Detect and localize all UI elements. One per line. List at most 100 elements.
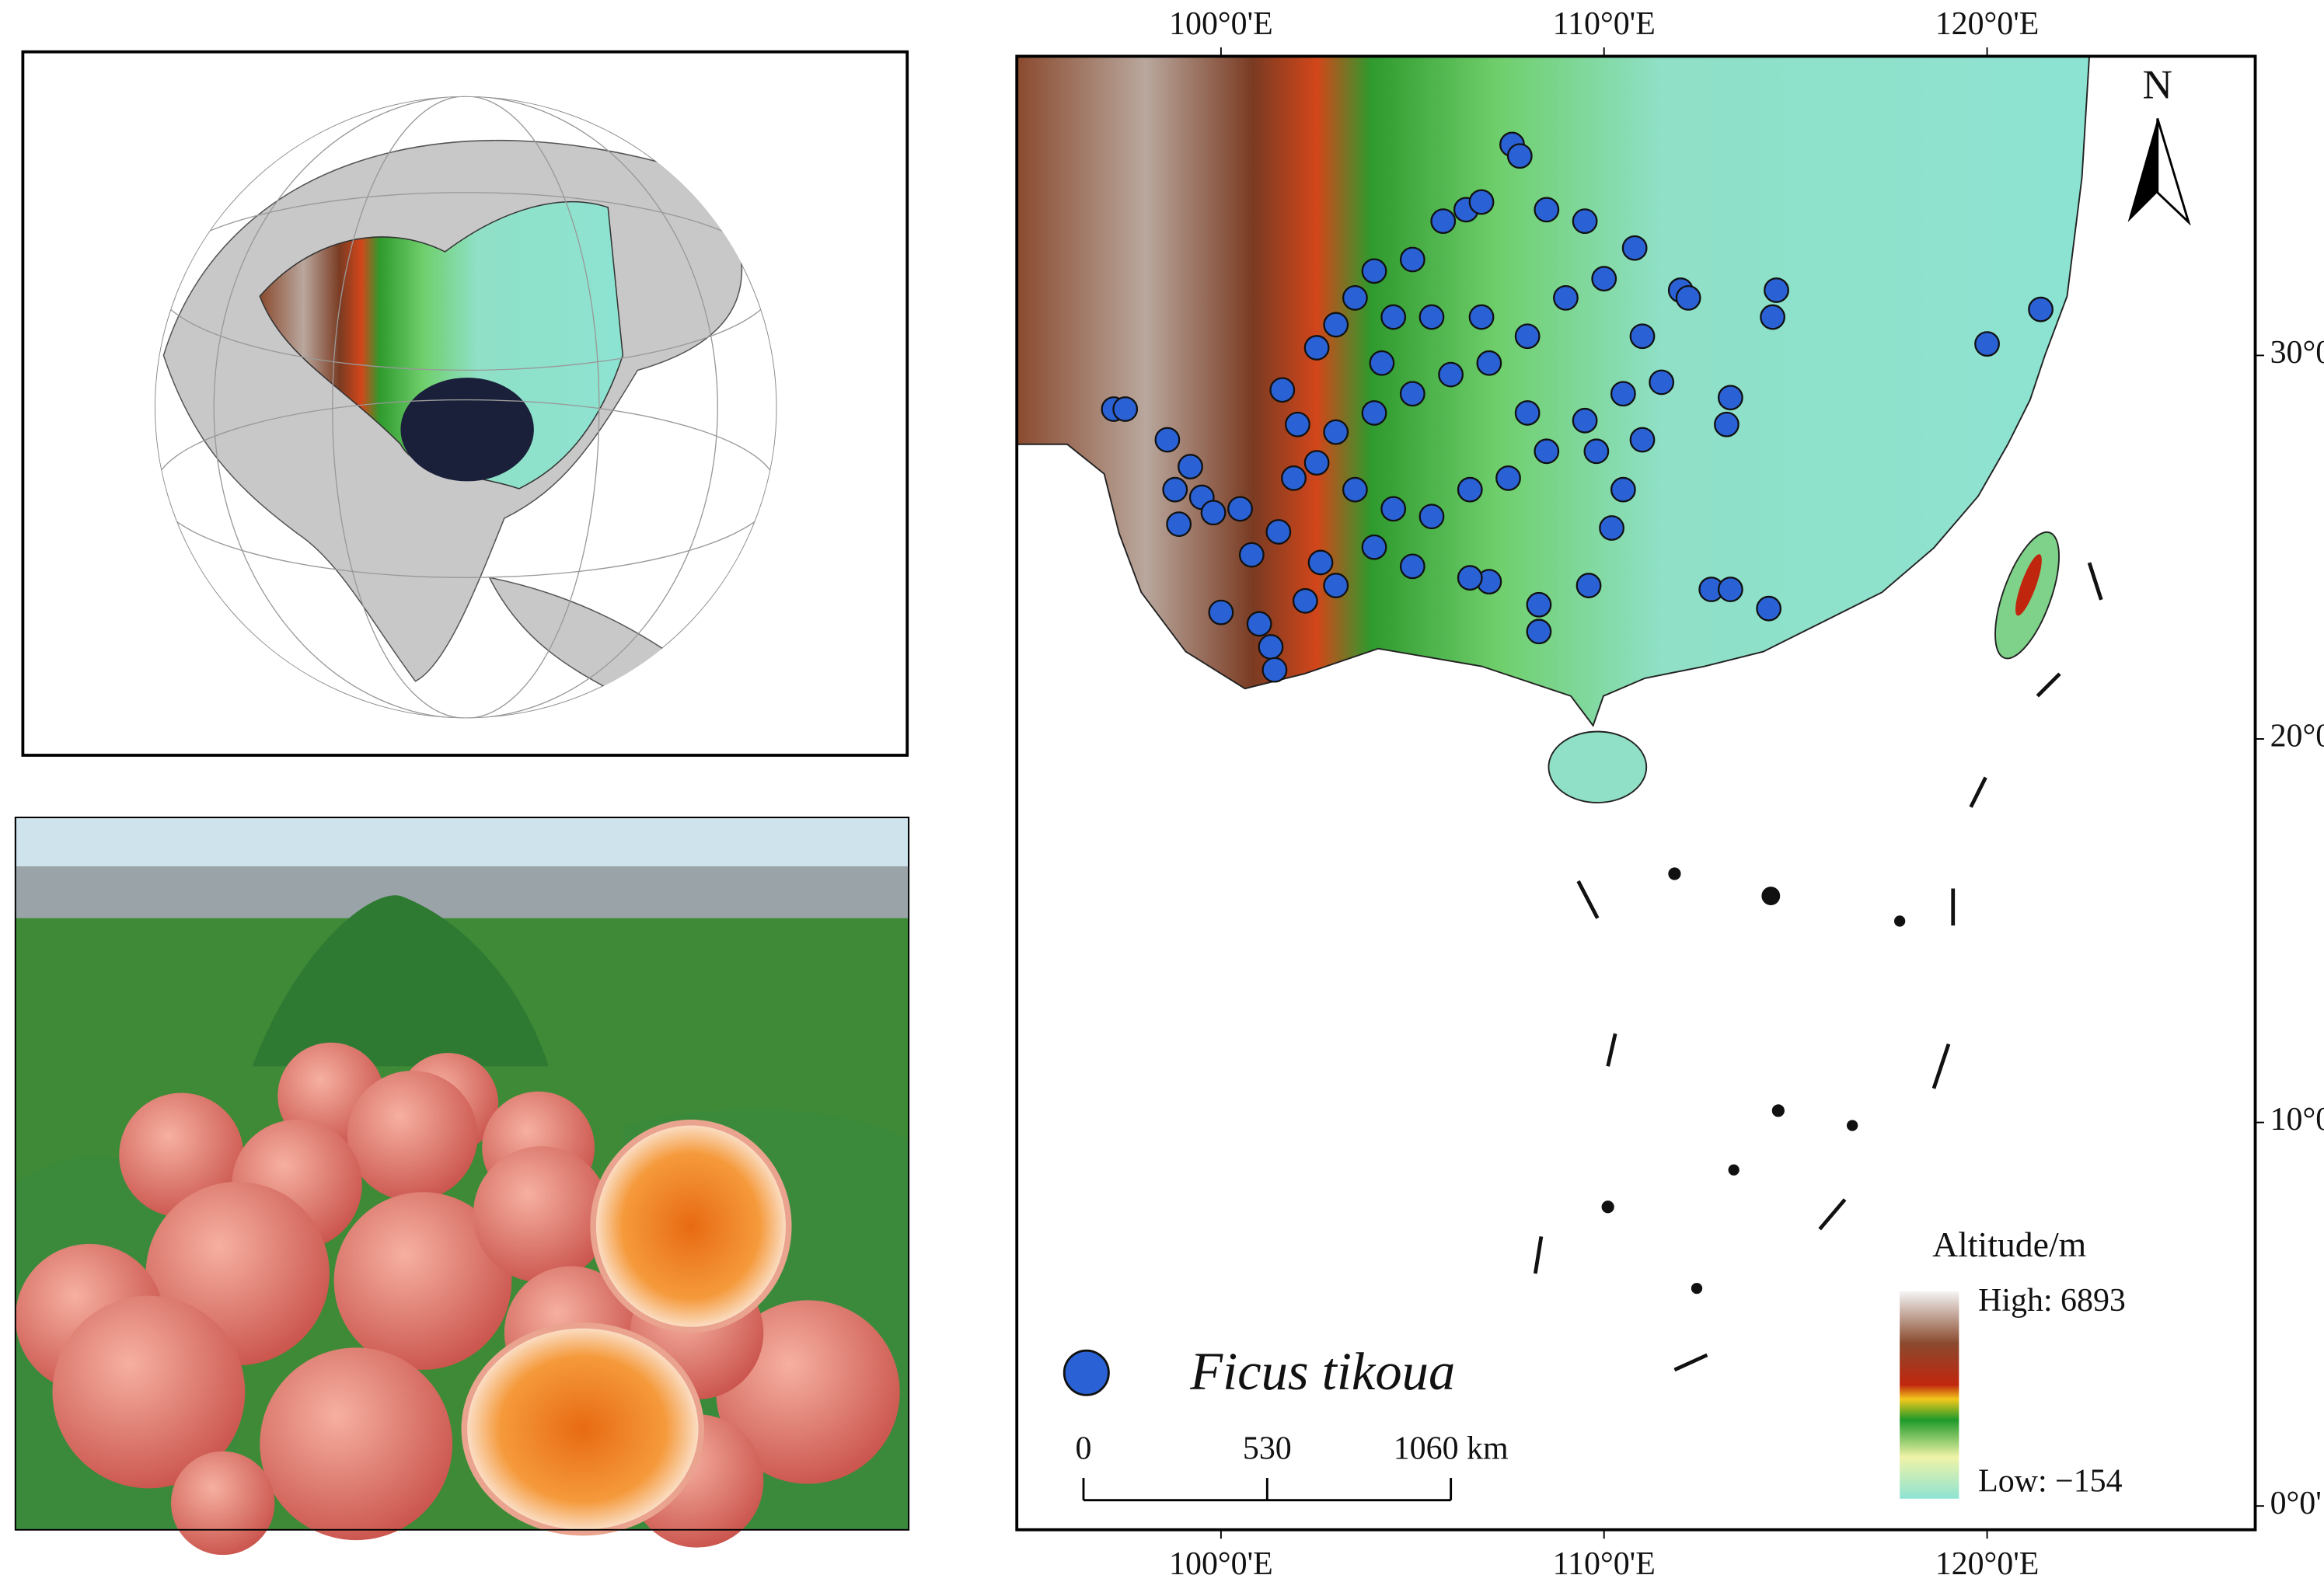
occurrence-point	[1610, 381, 1636, 407]
x-tick-label: 120°0'E	[1935, 6, 2040, 42]
occurrence-point	[1717, 577, 1743, 602]
occurrence-point	[1399, 381, 1425, 407]
scale-label: 1060 km	[1394, 1430, 1509, 1466]
occurrence-point	[1506, 143, 1533, 169]
occurrence-point	[1534, 197, 1560, 223]
occurrence-point	[1514, 400, 1541, 426]
occurrence-point	[1764, 277, 1789, 303]
occurrence-point	[1572, 208, 1598, 235]
occurrence-point	[1369, 350, 1395, 376]
globe-graticule	[155, 96, 777, 719]
occurrence-point	[1714, 411, 1740, 437]
north-label: N	[2142, 61, 2172, 108]
occurrence-point	[1717, 385, 1743, 411]
hainan	[1548, 730, 1648, 803]
x-tick-label: 120°0'E	[1935, 1546, 2040, 1582]
occurrence-point	[1576, 573, 1602, 598]
altitude-high: High: 6893	[1978, 1283, 2126, 1319]
occurrence-point	[1430, 208, 1457, 235]
scale-label: 530	[1243, 1430, 1292, 1466]
mainland	[1017, 56, 2091, 727]
map-area	[1017, 56, 2256, 1530]
scale-bar: 0 530 1060 km	[1076, 1430, 1509, 1502]
occurrence-point	[1292, 587, 1318, 614]
taiwan-relief	[2015, 554, 2042, 616]
legend-label: Ficus tikoua	[1189, 1342, 1455, 1401]
occurrence-point	[1495, 465, 1521, 491]
occurrence-point	[1342, 476, 1368, 503]
occurrence-point	[1476, 350, 1502, 376]
x-tick-label: 100°0'E	[1169, 6, 1273, 42]
photo-fig-half	[461, 1322, 705, 1536]
occurrence-point	[1438, 361, 1464, 388]
occurrence-point	[1399, 246, 1425, 273]
north-arrow	[2127, 118, 2158, 222]
occurrence-point	[1629, 427, 1656, 453]
occurrence-point	[1342, 284, 1368, 311]
y-tick-label: 20°0'N	[2270, 719, 2324, 754]
occurrence-point	[1323, 312, 1349, 338]
occurrence-point	[1457, 476, 1483, 503]
legend-marker	[1063, 1349, 1110, 1396]
occurrence-point	[1649, 369, 1675, 396]
nine-dash-line	[1533, 562, 2103, 1372]
occurrence-point	[1399, 553, 1425, 580]
occurrence-point	[1591, 266, 1617, 292]
altitude-low: Low: −154	[1978, 1463, 2122, 1499]
occurrence-point	[1238, 542, 1265, 568]
globe-occurrences	[400, 377, 534, 482]
photo-fig-half	[590, 1119, 792, 1333]
map-frame	[1015, 54, 2257, 1532]
occurrence-point	[1307, 549, 1334, 576]
occurrence-point	[1265, 519, 1292, 545]
globe	[155, 96, 777, 719]
occurrence-point	[1246, 611, 1272, 637]
occurrence-point	[1258, 634, 1284, 660]
occurrence-point	[1166, 511, 1192, 537]
occurrence-point	[1112, 396, 1139, 422]
occurrence-point	[1468, 304, 1495, 330]
photo-leaf	[252, 895, 549, 1067]
occurrence-point	[1380, 304, 1407, 330]
occurrence-point	[1261, 657, 1288, 683]
occurrence-point	[1621, 235, 1648, 261]
occurrence-point	[1583, 438, 1610, 465]
occurrence-point	[1178, 454, 1203, 479]
occurrence-point	[1572, 407, 1598, 434]
photo-frame	[14, 817, 910, 1531]
occurrence-point	[1227, 496, 1253, 522]
occurrence-point	[1361, 258, 1387, 284]
y-tick-label: 10°0'N	[2270, 1102, 2324, 1138]
occurrence-point	[1303, 450, 1330, 476]
occurrence-point	[2028, 296, 2054, 322]
x-tick-label: 100°0'E	[1169, 1546, 1273, 1582]
occurrence-point	[1756, 595, 1782, 622]
occurrence-point	[1323, 419, 1349, 445]
altitude-colorbar	[1900, 1291, 1959, 1499]
occurrence-point	[1534, 438, 1560, 465]
occurrence-point	[1457, 565, 1483, 591]
occurrence-point	[1526, 619, 1552, 645]
x-tick-label: 110°0'E	[1553, 6, 1656, 42]
x-tick-label: 110°0'E	[1553, 1546, 1656, 1582]
occurrence-point	[1553, 284, 1579, 311]
occurrence-point	[1380, 496, 1407, 522]
occurrence-point	[1629, 323, 1656, 350]
occurrence-point	[1154, 427, 1181, 453]
altitude-title: Altitude/m	[1932, 1225, 2086, 1264]
occurrence-point	[1303, 335, 1330, 361]
occurrence-point	[1200, 500, 1227, 526]
y-tick-label: 0°0'	[2270, 1486, 2322, 1521]
occurrence-point	[1269, 377, 1296, 403]
occurrence-point	[1208, 599, 1234, 625]
occurrence-point	[1361, 400, 1387, 426]
occurrence-point	[1599, 515, 1624, 541]
occurrence-point	[1468, 189, 1495, 215]
occurrence-point	[1610, 476, 1636, 503]
occurrence-point	[1526, 591, 1552, 618]
occurrence-point	[1760, 304, 1785, 330]
occurrence-point	[1281, 465, 1307, 491]
north-arrow	[2156, 118, 2191, 226]
